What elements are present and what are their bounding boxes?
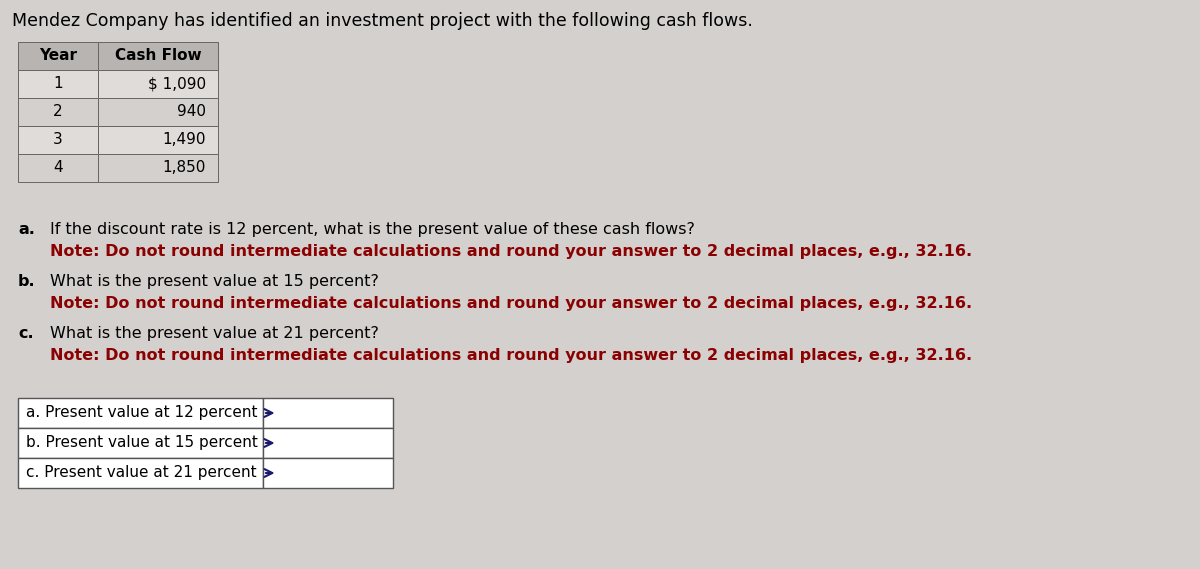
Bar — [18, 154, 98, 182]
Text: 940: 940 — [178, 105, 206, 119]
Text: c.: c. — [18, 326, 34, 341]
Bar — [263, 458, 394, 488]
Bar — [18, 428, 263, 458]
Text: Note: Do not round intermediate calculations and round your answer to 2 decimal : Note: Do not round intermediate calculat… — [50, 296, 972, 311]
Bar — [18, 70, 98, 98]
Text: 4: 4 — [53, 160, 62, 175]
Text: a. Present value at 12 percent: a. Present value at 12 percent — [26, 406, 258, 420]
Text: Cash Flow: Cash Flow — [115, 48, 202, 64]
Text: Year: Year — [38, 48, 77, 64]
Text: 1: 1 — [53, 76, 62, 92]
Bar — [263, 398, 394, 428]
Text: 1,490: 1,490 — [162, 133, 206, 147]
Bar — [18, 126, 98, 154]
Text: Mendez Company has identified an investment project with the following cash flow: Mendez Company has identified an investm… — [12, 12, 752, 30]
Bar — [98, 154, 218, 182]
Text: If the discount rate is 12 percent, what is the present value of these cash flow: If the discount rate is 12 percent, what… — [50, 222, 695, 237]
Text: What is the present value at 15 percent?: What is the present value at 15 percent? — [50, 274, 379, 289]
Text: a.: a. — [18, 222, 35, 237]
Text: What is the present value at 21 percent?: What is the present value at 21 percent? — [50, 326, 379, 341]
Text: Note: Do not round intermediate calculations and round your answer to 2 decimal : Note: Do not round intermediate calculat… — [50, 244, 972, 259]
Bar — [18, 458, 263, 488]
Text: $ 1,090: $ 1,090 — [148, 76, 206, 92]
Text: 3: 3 — [53, 133, 62, 147]
Text: 2: 2 — [53, 105, 62, 119]
Bar — [18, 98, 98, 126]
Bar — [98, 70, 218, 98]
Bar — [98, 42, 218, 70]
Bar — [263, 428, 394, 458]
Text: b.: b. — [18, 274, 36, 289]
Text: b. Present value at 15 percent: b. Present value at 15 percent — [26, 435, 258, 451]
Text: c. Present value at 21 percent: c. Present value at 21 percent — [26, 465, 257, 480]
Text: Note: Do not round intermediate calculations and round your answer to 2 decimal : Note: Do not round intermediate calculat… — [50, 348, 972, 363]
Bar — [18, 398, 263, 428]
Bar — [98, 98, 218, 126]
Text: 1,850: 1,850 — [163, 160, 206, 175]
Bar — [18, 42, 98, 70]
Bar — [98, 126, 218, 154]
